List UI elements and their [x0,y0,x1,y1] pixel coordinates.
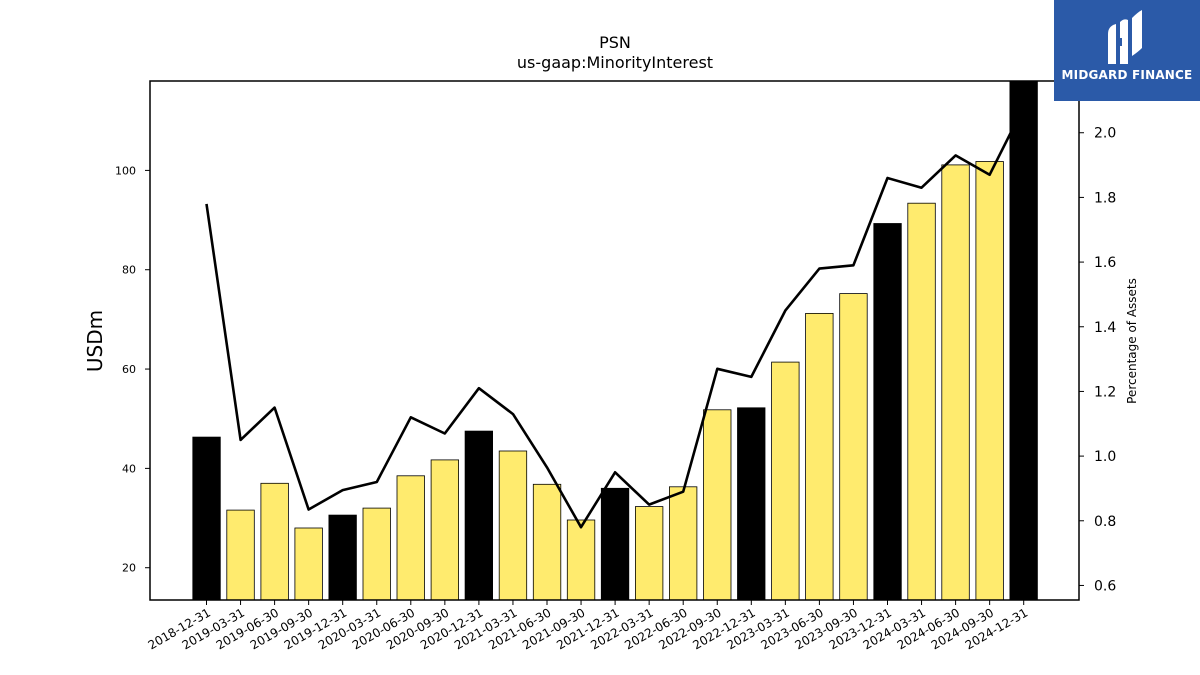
bar [566,519,596,601]
chart-subtitle: us-gaap:MinorityInterest [517,53,713,72]
bar [396,475,425,601]
y2-tick-label: 1.0 [1094,449,1116,465]
y-tick-label: 60 [122,363,136,376]
bars-group [192,80,1038,601]
chart-title: PSN [599,33,631,52]
bar [975,161,1004,601]
y-axis-label: USDm [83,310,107,372]
bar [362,507,391,601]
y2-tick-label: 1.6 [1094,255,1116,271]
bar [260,482,289,601]
line-group [205,106,1025,529]
y-tick-label: 80 [122,264,136,277]
y2-axis-label: Percentage of Assets [1125,278,1139,404]
y2-tick-label: 0.8 [1094,514,1116,530]
bar [600,487,630,601]
bar [941,164,970,601]
bar [532,483,562,601]
y2-tick-label: 0.6 [1094,578,1116,594]
bar [907,202,936,601]
bar [498,450,528,601]
y2-tick-label: 1.4 [1094,320,1116,336]
bar [1009,80,1038,601]
bar [635,506,664,601]
midgard-finance-logo: MIDGARD FINANCE [1054,0,1200,101]
midgard-logo-icon [1108,10,1142,64]
y-tick-label: 100 [115,164,136,177]
bar [703,409,732,601]
y2-tick-label: 1.8 [1094,190,1116,206]
bar [226,509,255,601]
bar [873,223,902,601]
bar [771,361,800,601]
bar [328,514,357,601]
y-tick-label: 40 [122,462,136,475]
bar [737,407,766,601]
bar [464,430,494,601]
plot-frame [149,80,1080,601]
bar [805,312,834,601]
y2-tick-label: 2.0 [1094,126,1116,142]
bar [669,486,698,601]
logo-text: MIDGARD FINANCE [1061,68,1193,82]
percentage-line [205,106,1025,529]
bar [430,459,460,601]
bar [192,436,221,601]
bar [839,293,868,601]
y-tick-label: 20 [122,562,136,575]
y2-tick-label: 1.2 [1094,384,1116,400]
bar [294,527,323,601]
